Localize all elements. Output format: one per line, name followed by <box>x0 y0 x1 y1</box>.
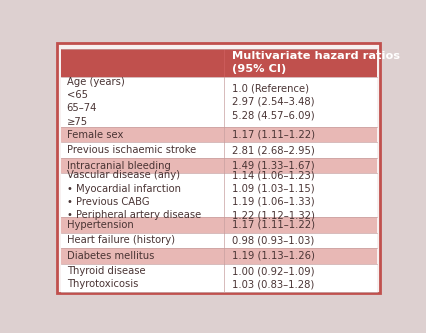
Text: Multivariate hazard ratios
(95% CI): Multivariate hazard ratios (95% CI) <box>232 51 399 74</box>
Text: 1.19 (1.13–1.26): 1.19 (1.13–1.26) <box>232 251 314 261</box>
Text: Hypertension: Hypertension <box>66 220 133 230</box>
Bar <box>60 217 376 233</box>
Bar <box>60 233 376 248</box>
Text: 1.17 (1.11–1.22): 1.17 (1.11–1.22) <box>232 220 314 230</box>
Bar <box>60 264 376 292</box>
Text: Heart failure (history): Heart failure (history) <box>66 235 174 245</box>
FancyBboxPatch shape <box>57 43 380 293</box>
Text: Previous ischaemic stroke: Previous ischaemic stroke <box>66 145 196 155</box>
Bar <box>60 127 376 142</box>
Text: 0.98 (0.93–1.03): 0.98 (0.93–1.03) <box>232 235 314 245</box>
Text: 1.0 (Reference)
2.97 (2.54–3.48)
5.28 (4.57–6.09): 1.0 (Reference) 2.97 (2.54–3.48) 5.28 (4… <box>232 84 314 120</box>
Text: 1.17 (1.11–1.22): 1.17 (1.11–1.22) <box>232 130 314 140</box>
Bar <box>60 77 376 127</box>
Bar <box>60 173 376 217</box>
Text: Female sex: Female sex <box>66 130 123 140</box>
Text: 1.14 (1.06–1.23)
1.09 (1.03–1.15)
1.19 (1.06–1.33)
1.22 (1.12–1.32): 1.14 (1.06–1.23) 1.09 (1.03–1.15) 1.19 (… <box>232 170 314 220</box>
Text: 1.00 (0.92–1.09)
1.03 (0.83–1.28): 1.00 (0.92–1.09) 1.03 (0.83–1.28) <box>232 266 314 289</box>
Text: Diabetes mellitus: Diabetes mellitus <box>66 251 154 261</box>
Text: Intracranial bleeding: Intracranial bleeding <box>66 161 170 171</box>
Text: 1.49 (1.33–1.67): 1.49 (1.33–1.67) <box>232 161 314 171</box>
Text: Thyroid disease
Thyrotoxicosis: Thyroid disease Thyrotoxicosis <box>66 266 145 289</box>
Text: 2.81 (2.68–2.95): 2.81 (2.68–2.95) <box>232 145 314 155</box>
Bar <box>60 158 376 173</box>
Bar <box>60 142 376 158</box>
Text: Age (years)
<65
65–74
≥75: Age (years) <65 65–74 ≥75 <box>66 77 124 127</box>
Bar <box>60 248 376 264</box>
Text: Vascular disease (any)
• Myocardial infarction
• Previous CABG
• Peripheral arte: Vascular disease (any) • Myocardial infa… <box>66 170 200 220</box>
Bar <box>60 49 376 77</box>
